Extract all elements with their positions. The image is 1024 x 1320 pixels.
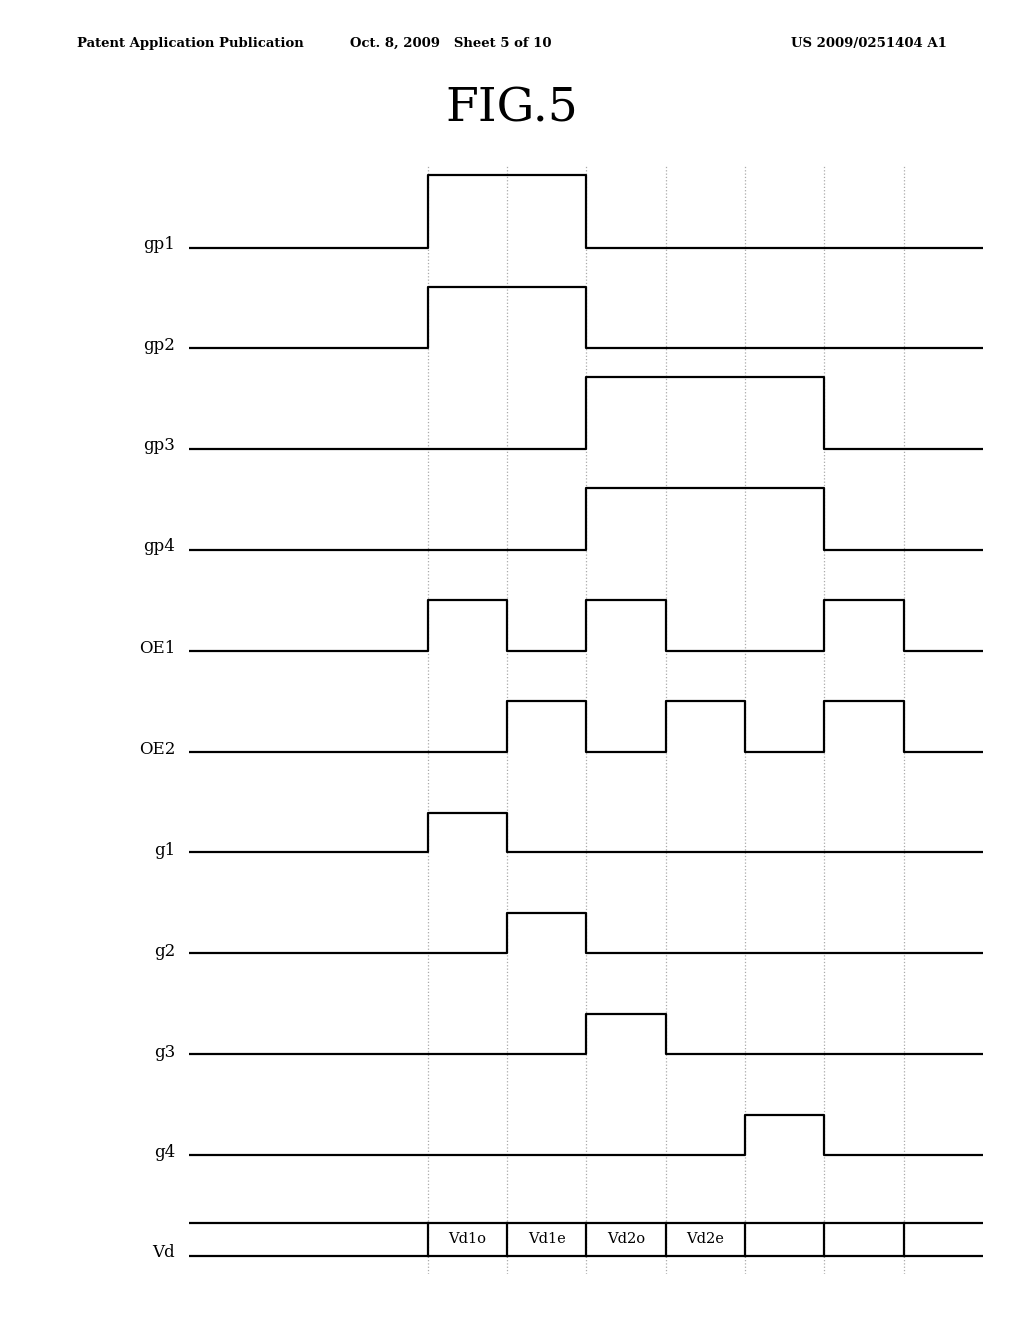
Text: gp1: gp1 — [143, 235, 175, 252]
Text: gp3: gp3 — [143, 437, 175, 454]
Text: Vd2o: Vd2o — [607, 1233, 645, 1246]
Text: g4: g4 — [154, 1144, 175, 1162]
Text: OE1: OE1 — [139, 640, 175, 657]
Text: Patent Application Publication: Patent Application Publication — [77, 37, 303, 50]
Text: Vd1e: Vd1e — [527, 1233, 565, 1246]
Text: g1: g1 — [154, 842, 175, 859]
Text: OE2: OE2 — [139, 741, 175, 758]
Text: Vd1o: Vd1o — [449, 1233, 486, 1246]
Text: Vd2e: Vd2e — [686, 1233, 724, 1246]
Text: gp4: gp4 — [143, 539, 175, 556]
Text: g3: g3 — [154, 1044, 175, 1060]
Text: US 2009/0251404 A1: US 2009/0251404 A1 — [792, 37, 947, 50]
Text: Vd: Vd — [153, 1243, 175, 1261]
Text: Oct. 8, 2009   Sheet 5 of 10: Oct. 8, 2009 Sheet 5 of 10 — [350, 37, 551, 50]
Text: gp2: gp2 — [143, 337, 175, 354]
Text: FIG.5: FIG.5 — [445, 86, 579, 131]
Text: g2: g2 — [154, 942, 175, 960]
